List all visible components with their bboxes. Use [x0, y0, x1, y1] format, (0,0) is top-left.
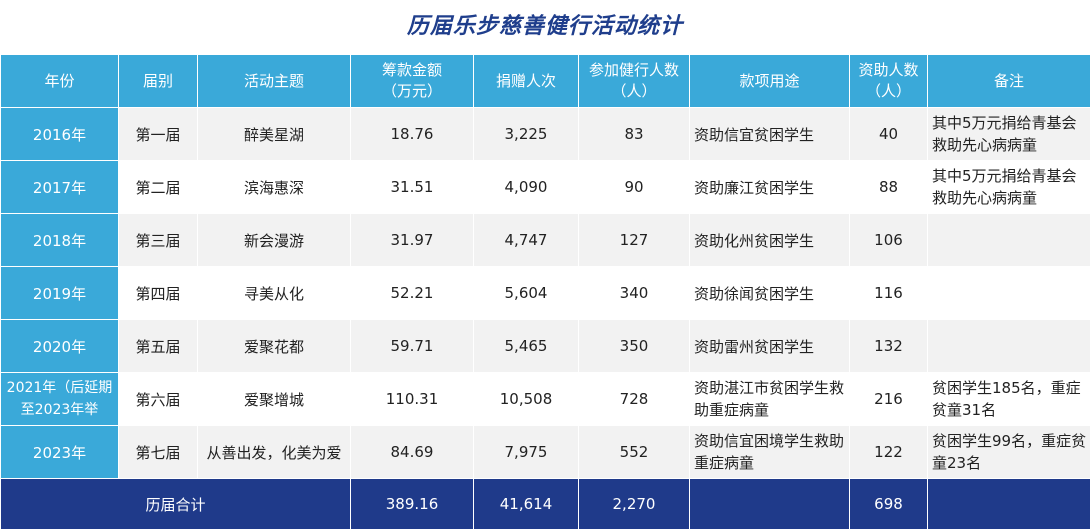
table-row: 2023年 第七届 从善出发，化美为爱 84.69 7,975 552 资助信宜…: [0, 425, 1090, 479]
cell-session: 第四届: [118, 266, 198, 320]
table-row: 2018年 第三届 新会漫游 31.97 4,747 127 资助化州贫困学生 …: [0, 213, 1090, 267]
cell-donors: 3,225: [473, 107, 579, 161]
cell-walkers: 127: [578, 213, 690, 267]
col-header-amount: 筹款金额 （万元）: [350, 54, 474, 108]
total-donors: 41,614: [473, 478, 579, 530]
cell-theme: 寻美从化: [197, 266, 351, 320]
cell-note: [927, 213, 1090, 267]
cell-session: 第二届: [118, 160, 198, 214]
col-header-session: 届别: [118, 54, 198, 108]
cell-note: 其中5万元捐给青基会救助先心病病童: [927, 160, 1090, 214]
cell-usage: 资助廉江贫困学生: [689, 160, 850, 214]
col-header-usage: 款项用途: [689, 54, 850, 108]
cell-amount: 110.31: [350, 372, 474, 426]
table-row: 2020年 第五届 爱聚花都 59.71 5,465 350 资助雷州贫困学生 …: [0, 319, 1090, 373]
cell-donors: 5,465: [473, 319, 579, 373]
cell-amount: 18.76: [350, 107, 474, 161]
stats-table: 年份 届别 活动主题 筹款金额 （万元） 捐赠人次 参加健行人数 （人） 款项用…: [0, 54, 1090, 530]
total-usage: [689, 478, 850, 530]
cell-aided: 116: [849, 266, 928, 320]
cell-walkers: 728: [578, 372, 690, 426]
cell-walkers: 340: [578, 266, 690, 320]
col-header-year: 年份: [0, 54, 119, 108]
cell-note: 贫困学生99名，重症贫童23名: [927, 425, 1090, 479]
cell-theme: 爱聚增城: [197, 372, 351, 426]
total-row: 历届合计 389.16 41,614 2,270 698: [0, 478, 1090, 530]
cell-year: 2023年: [0, 425, 119, 479]
cell-theme: 醉美星湖: [197, 107, 351, 161]
cell-year: 2018年: [0, 213, 119, 267]
cell-walkers: 83: [578, 107, 690, 161]
cell-year: 2021年（后延期至2023年举: [0, 372, 119, 426]
cell-year: 2019年: [0, 266, 119, 320]
cell-usage: 资助化州贫困学生: [689, 213, 850, 267]
col-header-aided: 资助人数 （人）: [849, 54, 928, 108]
cell-note: [927, 319, 1090, 373]
cell-walkers: 350: [578, 319, 690, 373]
total-walkers: 2,270: [578, 478, 690, 530]
cell-walkers: 552: [578, 425, 690, 479]
cell-donors: 4,090: [473, 160, 579, 214]
total-note: [927, 478, 1090, 530]
col-header-note: 备注: [927, 54, 1090, 108]
cell-donors: 10,508: [473, 372, 579, 426]
cell-year: 2016年: [0, 107, 119, 161]
cell-amount: 84.69: [350, 425, 474, 479]
cell-donors: 4,747: [473, 213, 579, 267]
header-row: 年份 届别 活动主题 筹款金额 （万元） 捐赠人次 参加健行人数 （人） 款项用…: [0, 54, 1090, 108]
total-label: 历届合计: [0, 478, 351, 530]
cell-session: 第三届: [118, 213, 198, 267]
cell-year: 2017年: [0, 160, 119, 214]
col-header-theme: 活动主题: [197, 54, 351, 108]
cell-usage: 资助徐闻贫困学生: [689, 266, 850, 320]
cell-donors: 7,975: [473, 425, 579, 479]
cell-usage: 资助雷州贫困学生: [689, 319, 850, 373]
cell-aided: 132: [849, 319, 928, 373]
cell-theme: 新会漫游: [197, 213, 351, 267]
cell-donors: 5,604: [473, 266, 579, 320]
cell-theme: 爱聚花都: [197, 319, 351, 373]
total-amount: 389.16: [350, 478, 474, 530]
cell-usage: 资助湛江市贫困学生救助重症病童: [689, 372, 850, 426]
cell-theme: 从善出发，化美为爱: [197, 425, 351, 479]
cell-session: 第七届: [118, 425, 198, 479]
table-row: 2017年 第二届 滨海惠深 31.51 4,090 90 资助廉江贫困学生 8…: [0, 160, 1090, 214]
cell-amount: 59.71: [350, 319, 474, 373]
cell-note: 其中5万元捐给青基会救助先心病病童: [927, 107, 1090, 161]
cell-aided: 122: [849, 425, 928, 479]
cell-year: 2020年: [0, 319, 119, 373]
cell-aided: 106: [849, 213, 928, 267]
col-header-walkers: 参加健行人数 （人）: [578, 54, 690, 108]
cell-usage: 资助信宜贫困学生: [689, 107, 850, 161]
cell-session: 第一届: [118, 107, 198, 161]
cell-session: 第五届: [118, 319, 198, 373]
cell-aided: 40: [849, 107, 928, 161]
table-row: 2021年（后延期至2023年举 第六届 爱聚增城 110.31 10,508 …: [0, 372, 1090, 426]
cell-theme: 滨海惠深: [197, 160, 351, 214]
cell-note: [927, 266, 1090, 320]
cell-note: 贫困学生185名，重症贫童31名: [927, 372, 1090, 426]
cell-amount: 31.97: [350, 213, 474, 267]
cell-aided: 88: [849, 160, 928, 214]
cell-amount: 31.51: [350, 160, 474, 214]
page-title: 历届乐步慈善健行活动统计: [406, 14, 683, 39]
cell-usage: 资助信宜困境学生救助重症病童: [689, 425, 850, 479]
table-row: 2016年 第一届 醉美星湖 18.76 3,225 83 资助信宜贫困学生 4…: [0, 107, 1090, 161]
total-aided: 698: [849, 478, 928, 530]
cell-aided: 216: [849, 372, 928, 426]
cell-amount: 52.21: [350, 266, 474, 320]
cell-session: 第六届: [118, 372, 198, 426]
col-header-donors: 捐赠人次: [473, 54, 579, 108]
table-row: 2019年 第四届 寻美从化 52.21 5,604 340 资助徐闻贫困学生 …: [0, 266, 1090, 320]
cell-walkers: 90: [578, 160, 690, 214]
